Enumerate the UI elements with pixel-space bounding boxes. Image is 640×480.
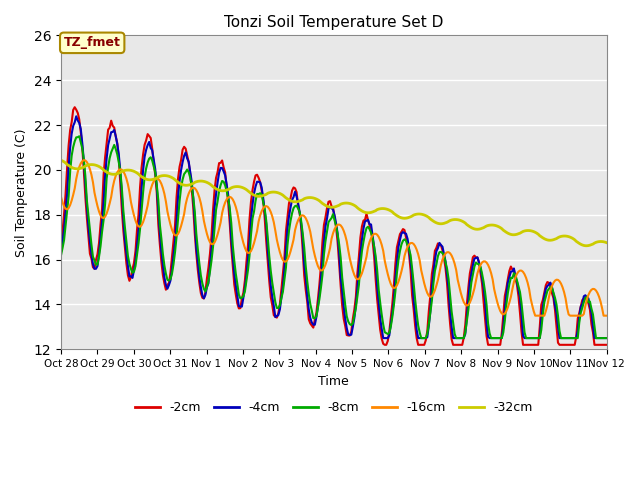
Text: TZ_fmet: TZ_fmet bbox=[64, 36, 120, 49]
Legend: -2cm, -4cm, -8cm, -16cm, -32cm: -2cm, -4cm, -8cm, -16cm, -32cm bbox=[130, 396, 538, 420]
Title: Tonzi Soil Temperature Set D: Tonzi Soil Temperature Set D bbox=[224, 15, 444, 30]
Y-axis label: Soil Temperature (C): Soil Temperature (C) bbox=[15, 128, 28, 257]
X-axis label: Time: Time bbox=[319, 374, 349, 387]
